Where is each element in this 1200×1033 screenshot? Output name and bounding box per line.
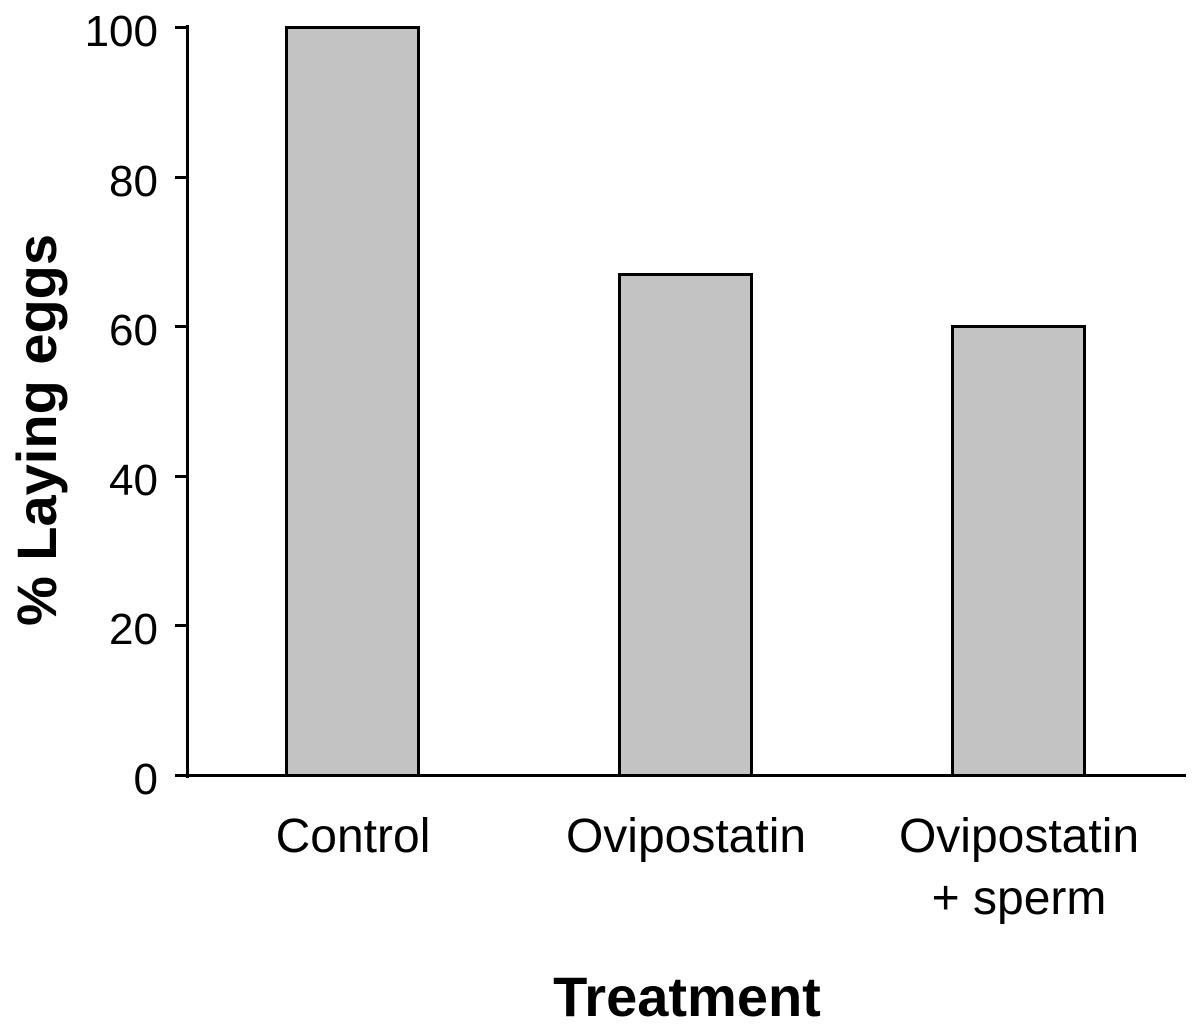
x-category-label-control: Control: [275, 810, 431, 863]
x-category-label-ovipostatin-sperm: Ovipostatin + sperm: [898, 810, 1140, 925]
x-axis-title: Treatment: [553, 965, 821, 1028]
y-tick-label-40: 40: [109, 456, 158, 505]
y-tick-mark-100: [175, 26, 186, 29]
y-tick-label-0: 0: [133, 755, 158, 804]
y-tick-label-20: 20: [109, 605, 158, 654]
bar-control: [285, 26, 420, 777]
y-tick-mark-80: [175, 176, 186, 179]
bar-ovipostatin-sperm: [951, 325, 1086, 777]
y-tick-mark-0: [175, 774, 186, 777]
y-tick-mark-40: [175, 475, 186, 478]
y-tick-label-80: 80: [109, 157, 158, 206]
y-tick-mark-60: [175, 325, 186, 328]
y-axis-line: [186, 25, 189, 778]
y-tick-label-100: 100: [84, 7, 158, 56]
y-tick-label-60: 60: [109, 306, 158, 355]
y-tick-mark-20: [175, 624, 186, 627]
bar-ovipostatin: [618, 273, 753, 777]
x-category-label-ovipostatin: Ovipostatin: [565, 810, 807, 863]
